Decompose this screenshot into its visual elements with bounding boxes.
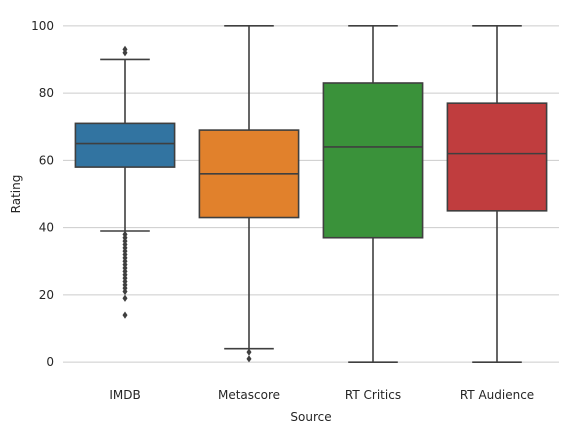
x-tick-label-rt-audience: RT Audience <box>460 388 534 402</box>
iqr-box-imdb <box>74 122 176 168</box>
outlier-point-imdb-19 <box>122 287 128 296</box>
outlier-point-imdb-20 <box>122 294 128 302</box>
x-tick-label-metascore: Metascore <box>218 388 280 402</box>
y-tick-label-60: 60 <box>39 153 54 167</box>
x-axis-label: Source <box>290 410 331 424</box>
box-rt-audience <box>446 25 548 363</box>
boxes <box>74 25 548 363</box>
iqr-box-rt-audience <box>446 102 548 212</box>
x-tick-label-imdb: IMDB <box>109 388 140 402</box>
y-tick-label-0: 0 <box>46 355 54 369</box>
y-tick-label-80: 80 <box>39 86 54 100</box>
y-tick-label-40: 40 <box>39 221 54 235</box>
outlier-point-metascore-0 <box>246 348 252 356</box>
y-tick-label-100: 100 <box>31 19 54 33</box>
iqr-box-rt-critics <box>322 82 424 239</box>
box-metascore <box>198 25 300 363</box>
box-rt-critics <box>322 25 424 363</box>
y-tick-label-20: 20 <box>39 288 54 302</box>
outlier-point-metascore-1 <box>246 355 252 363</box>
y-axis-label: Rating <box>9 175 23 214</box>
y-axis-ticks: 0 20 40 60 80 100 <box>31 19 54 369</box>
box-imdb <box>74 45 176 319</box>
x-tick-label-rt-critics: RT Critics <box>345 388 401 402</box>
outlier-point-imdb-21 <box>122 311 128 319</box>
outlier-point-imdb-1 <box>122 49 128 57</box>
x-axis-ticks: IMDB Metascore RT Critics RT Audience <box>109 388 534 402</box>
